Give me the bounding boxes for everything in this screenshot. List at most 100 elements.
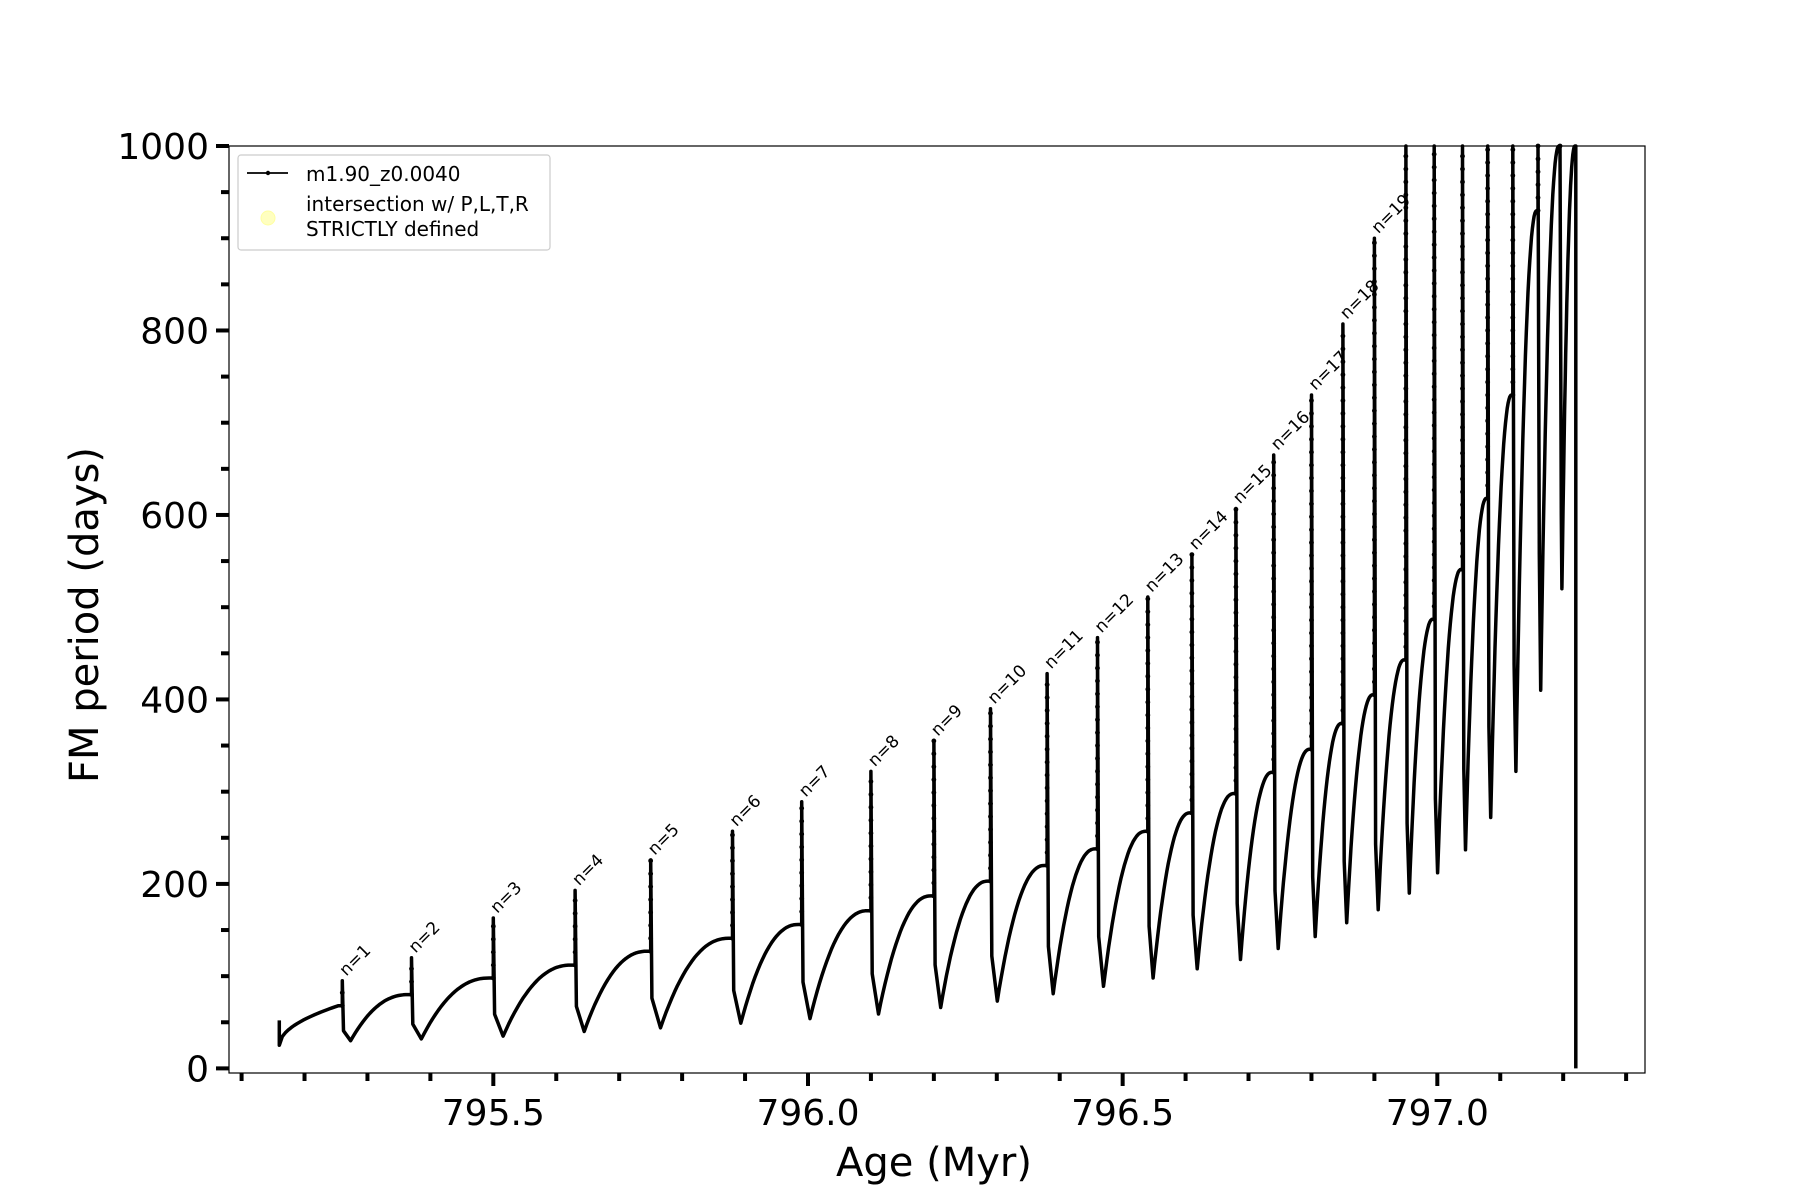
data-point (1271, 627, 1277, 633)
data-point (931, 738, 937, 744)
data-point (1189, 733, 1195, 738)
data-point (931, 751, 937, 757)
data-point (1510, 315, 1516, 320)
data-point (1460, 399, 1465, 404)
data-point (1371, 279, 1377, 284)
y-axis: 0 200 400 600 800 1000 (117, 127, 229, 1090)
data-point (1233, 597, 1239, 603)
data-point (1309, 527, 1314, 533)
data-point (1460, 205, 1465, 211)
data-point (1340, 617, 1346, 623)
data-point (1233, 726, 1239, 732)
data-point (1044, 824, 1050, 830)
data-point (1145, 648, 1151, 653)
data-point (1189, 707, 1195, 712)
data-point (988, 865, 993, 871)
data-point (1309, 566, 1314, 571)
data-point (1309, 475, 1314, 481)
series-layer (277, 143, 1578, 1069)
y-axis-label: FM period (days) (62, 447, 108, 783)
data-point (1095, 807, 1100, 813)
data-point (1371, 447, 1377, 452)
data-point (988, 801, 993, 807)
data-point (1371, 679, 1377, 685)
data-point (1403, 205, 1409, 211)
data-point (1044, 759, 1050, 765)
data-point (1271, 485, 1277, 491)
data-point (1371, 563, 1377, 569)
x-tick-label: 796.5 (1071, 1093, 1174, 1134)
data-point (1510, 302, 1516, 308)
data-point (1510, 379, 1516, 385)
data-point (1485, 250, 1491, 256)
data-point (1510, 160, 1516, 166)
legend-box (237, 154, 551, 251)
data-point (1340, 385, 1346, 391)
data-point (1431, 552, 1437, 558)
data-point (1403, 592, 1409, 598)
data-point (1189, 552, 1195, 558)
data-point (1371, 343, 1377, 349)
data-point (1510, 392, 1516, 398)
data-point (1044, 785, 1050, 791)
data-point (988, 878, 993, 884)
data-point (1371, 459, 1377, 465)
data-point (409, 979, 414, 985)
data-point (1145, 661, 1151, 666)
data-point (1309, 630, 1314, 636)
data-point (1340, 514, 1346, 520)
data-point (1403, 153, 1409, 159)
data-point (1431, 448, 1437, 454)
data-point (799, 857, 805, 863)
data-point (1044, 863, 1050, 868)
data-point (988, 723, 993, 729)
data-point (1371, 550, 1377, 556)
data-point (931, 816, 937, 821)
data-point (1403, 282, 1409, 288)
data-point (988, 736, 993, 742)
data-point (730, 845, 735, 851)
data-point (931, 764, 937, 770)
data-point (1510, 237, 1516, 243)
data-point (1044, 746, 1050, 752)
data-point (1340, 424, 1346, 429)
data-point (1095, 691, 1100, 697)
data-point (730, 910, 735, 915)
data-point (1431, 242, 1437, 248)
data-point (1485, 147, 1491, 153)
data-point (1431, 319, 1437, 325)
data-point (1271, 550, 1277, 556)
data-point (1145, 725, 1151, 731)
data-point (1510, 198, 1516, 204)
data-point (730, 871, 735, 877)
data-point (1233, 739, 1239, 745)
data-point (1095, 717, 1100, 723)
data-point (1431, 164, 1437, 170)
data-point (799, 844, 805, 850)
data-point (1309, 708, 1314, 713)
data-point (1271, 589, 1277, 594)
data-point (1510, 263, 1516, 269)
data-point (1431, 590, 1437, 596)
data-point (931, 854, 937, 860)
data-point (1189, 784, 1195, 790)
plot-frame (228, 145, 1646, 1074)
data-point (1340, 578, 1346, 584)
data-point (1044, 798, 1050, 804)
data-point (1271, 653, 1277, 659)
data-point (1340, 462, 1346, 468)
data-point (1309, 488, 1314, 494)
data-point (988, 827, 993, 832)
data-point (988, 814, 993, 819)
data-point (1485, 186, 1491, 191)
data-point (1431, 371, 1437, 377)
data-point (1371, 511, 1377, 517)
data-point (1271, 692, 1277, 698)
data-point (1371, 640, 1377, 646)
data-point (1233, 532, 1239, 538)
data-point (799, 831, 805, 837)
data-point (1485, 405, 1491, 411)
legend-label-intersection-line1: intersection w/ P,L,T,R (306, 192, 529, 216)
data-point (1233, 791, 1239, 796)
data-point (1535, 195, 1541, 201)
